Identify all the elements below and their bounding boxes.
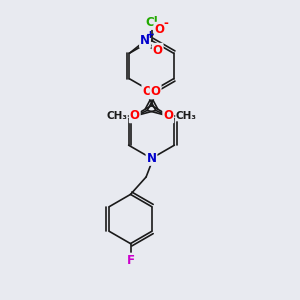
Text: CH₃: CH₃ bbox=[106, 111, 127, 121]
Text: O: O bbox=[151, 85, 160, 98]
Text: O: O bbox=[142, 85, 152, 98]
Text: O: O bbox=[154, 23, 164, 36]
Text: N: N bbox=[140, 34, 150, 47]
Text: O: O bbox=[130, 109, 140, 122]
Text: O: O bbox=[153, 44, 163, 57]
Text: O: O bbox=[163, 109, 173, 122]
Text: N: N bbox=[146, 152, 157, 165]
Text: Cl: Cl bbox=[145, 16, 158, 29]
Text: CH₃: CH₃ bbox=[176, 111, 197, 121]
Text: -: - bbox=[164, 17, 169, 30]
Text: F: F bbox=[127, 254, 134, 267]
Text: +: + bbox=[146, 30, 155, 40]
